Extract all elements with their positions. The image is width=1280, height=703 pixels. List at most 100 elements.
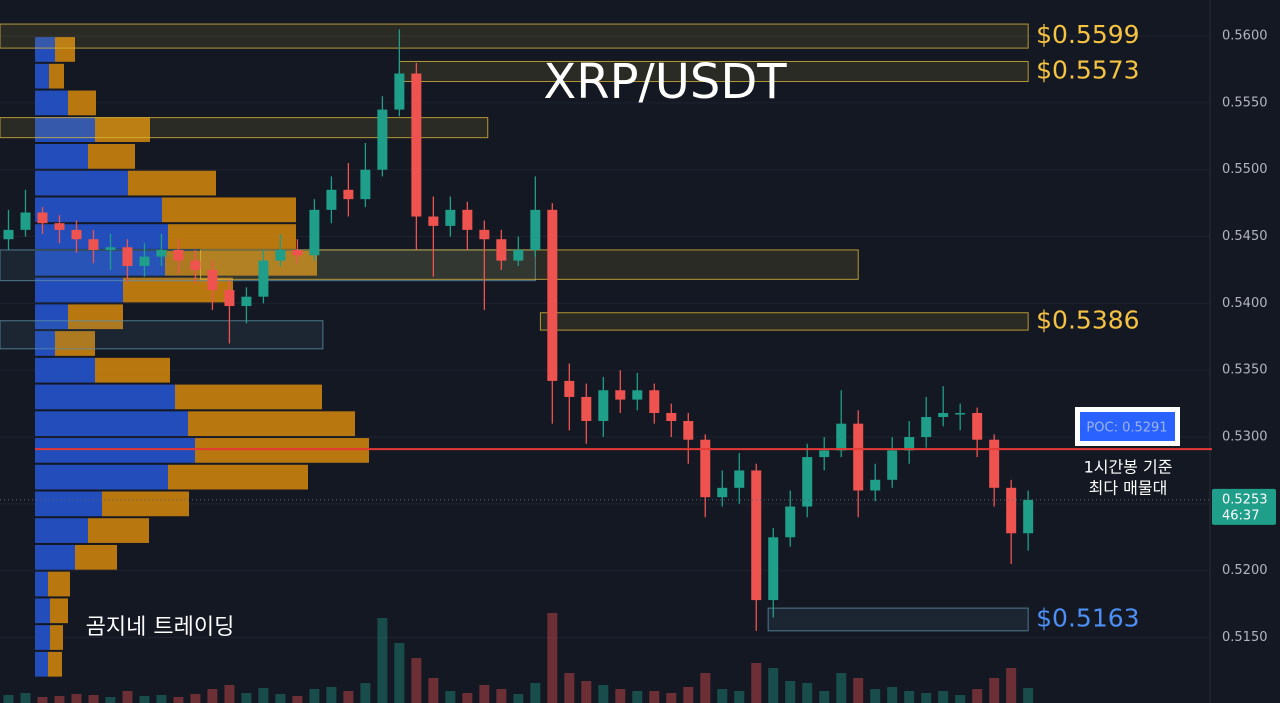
zone bbox=[0, 23, 1029, 49]
candle-body bbox=[598, 390, 609, 421]
profile-orange bbox=[162, 197, 296, 223]
price-badge-timer: 46:37 bbox=[1222, 508, 1259, 523]
candle-body bbox=[802, 457, 813, 507]
candle-body bbox=[972, 412, 983, 440]
volume-bar bbox=[275, 694, 286, 703]
profile-blue bbox=[35, 277, 123, 303]
candle-body bbox=[309, 209, 320, 256]
candle-body bbox=[768, 537, 779, 601]
volume-bar bbox=[411, 658, 422, 703]
poc-label: POC: 0.5291 bbox=[1086, 421, 1167, 436]
volume-bar bbox=[224, 685, 235, 703]
candle-body bbox=[819, 450, 830, 458]
volume-bar bbox=[768, 668, 779, 703]
candle-body bbox=[241, 296, 252, 307]
zone bbox=[767, 607, 1029, 632]
watermark: 곰지네 트레이딩 bbox=[86, 615, 235, 640]
zone-label: $0.5386 bbox=[1036, 305, 1139, 334]
profile-orange bbox=[68, 90, 96, 116]
y-tick-label: 0.5550 bbox=[1222, 95, 1268, 110]
profile-blue bbox=[35, 464, 168, 490]
volume-bar bbox=[1023, 688, 1034, 703]
candle-body bbox=[428, 216, 439, 226]
profile-orange bbox=[175, 384, 322, 410]
profile-blue bbox=[35, 625, 50, 650]
candle-body bbox=[139, 256, 150, 266]
volume-bar bbox=[479, 685, 490, 703]
y-tick-label: 0.5500 bbox=[1222, 162, 1268, 177]
volume-bar bbox=[377, 618, 388, 703]
candle-body bbox=[581, 396, 592, 421]
candle-body bbox=[564, 380, 575, 397]
profile-blue bbox=[35, 384, 175, 410]
profile-orange bbox=[75, 544, 117, 570]
zone-label: $0.5163 bbox=[1036, 603, 1139, 632]
candle-body bbox=[887, 450, 898, 480]
volume-bar bbox=[292, 696, 303, 703]
candle-body bbox=[530, 209, 541, 250]
volume-bar bbox=[632, 691, 643, 703]
profile-orange bbox=[88, 518, 149, 543]
candle-body bbox=[105, 247, 116, 250]
profile-orange bbox=[68, 304, 123, 330]
volume-bar bbox=[547, 613, 558, 703]
candle-body bbox=[462, 209, 473, 230]
candle-body bbox=[411, 73, 422, 217]
profile-blue bbox=[35, 90, 68, 116]
candle-body bbox=[938, 412, 949, 417]
profile-blue bbox=[35, 411, 188, 437]
volume-bar bbox=[734, 691, 745, 703]
volume-bar bbox=[751, 663, 762, 703]
profile-orange bbox=[55, 37, 75, 62]
y-tick-label: 0.5200 bbox=[1222, 563, 1268, 578]
candle-body bbox=[734, 470, 745, 488]
profile-orange bbox=[95, 357, 170, 383]
profile-blue bbox=[35, 331, 55, 356]
volume-bar bbox=[88, 695, 99, 703]
candle-body bbox=[1006, 487, 1017, 534]
volume-bar bbox=[530, 683, 541, 703]
candle-body bbox=[989, 439, 1000, 488]
profile-blue bbox=[35, 63, 49, 89]
chart-title: XRP/USDT bbox=[543, 54, 787, 110]
volume-bar bbox=[598, 685, 609, 703]
volume-bar bbox=[71, 694, 82, 703]
profile-orange bbox=[88, 144, 135, 169]
volume-bar bbox=[802, 683, 813, 703]
volume-bar bbox=[615, 689, 626, 703]
candle-body bbox=[921, 416, 932, 438]
profile-blue bbox=[35, 304, 68, 330]
candle-body bbox=[343, 189, 354, 200]
volume-bar bbox=[785, 681, 796, 703]
volume-bar bbox=[904, 691, 915, 703]
candle-body bbox=[632, 390, 643, 400]
candle-body bbox=[1023, 499, 1034, 534]
profile-orange bbox=[128, 170, 216, 196]
candle-body bbox=[700, 439, 711, 498]
zone-label: $0.5573 bbox=[1036, 56, 1139, 85]
y-tick-label: 0.5450 bbox=[1222, 229, 1268, 244]
candle-body bbox=[71, 229, 82, 240]
candle-body bbox=[20, 212, 31, 230]
candle-body bbox=[547, 209, 558, 381]
volume-bar bbox=[190, 694, 201, 703]
profile-blue bbox=[35, 144, 88, 169]
profile-blue bbox=[35, 518, 88, 543]
volume-bar bbox=[258, 688, 269, 703]
volume-bar bbox=[955, 695, 966, 703]
volume-bar bbox=[241, 693, 252, 703]
volume-bar bbox=[938, 691, 949, 703]
candle-body bbox=[445, 209, 456, 226]
candle-body bbox=[156, 249, 167, 257]
candle-body bbox=[496, 239, 507, 261]
candle-body bbox=[173, 249, 184, 261]
candle-body bbox=[751, 470, 762, 601]
volume-bar bbox=[887, 687, 898, 703]
candle-body bbox=[785, 506, 796, 538]
profile-orange bbox=[48, 651, 62, 677]
volume-bar bbox=[972, 689, 983, 703]
profile-blue bbox=[35, 544, 75, 570]
profile-orange bbox=[195, 438, 369, 463]
volume-bar bbox=[326, 687, 337, 703]
